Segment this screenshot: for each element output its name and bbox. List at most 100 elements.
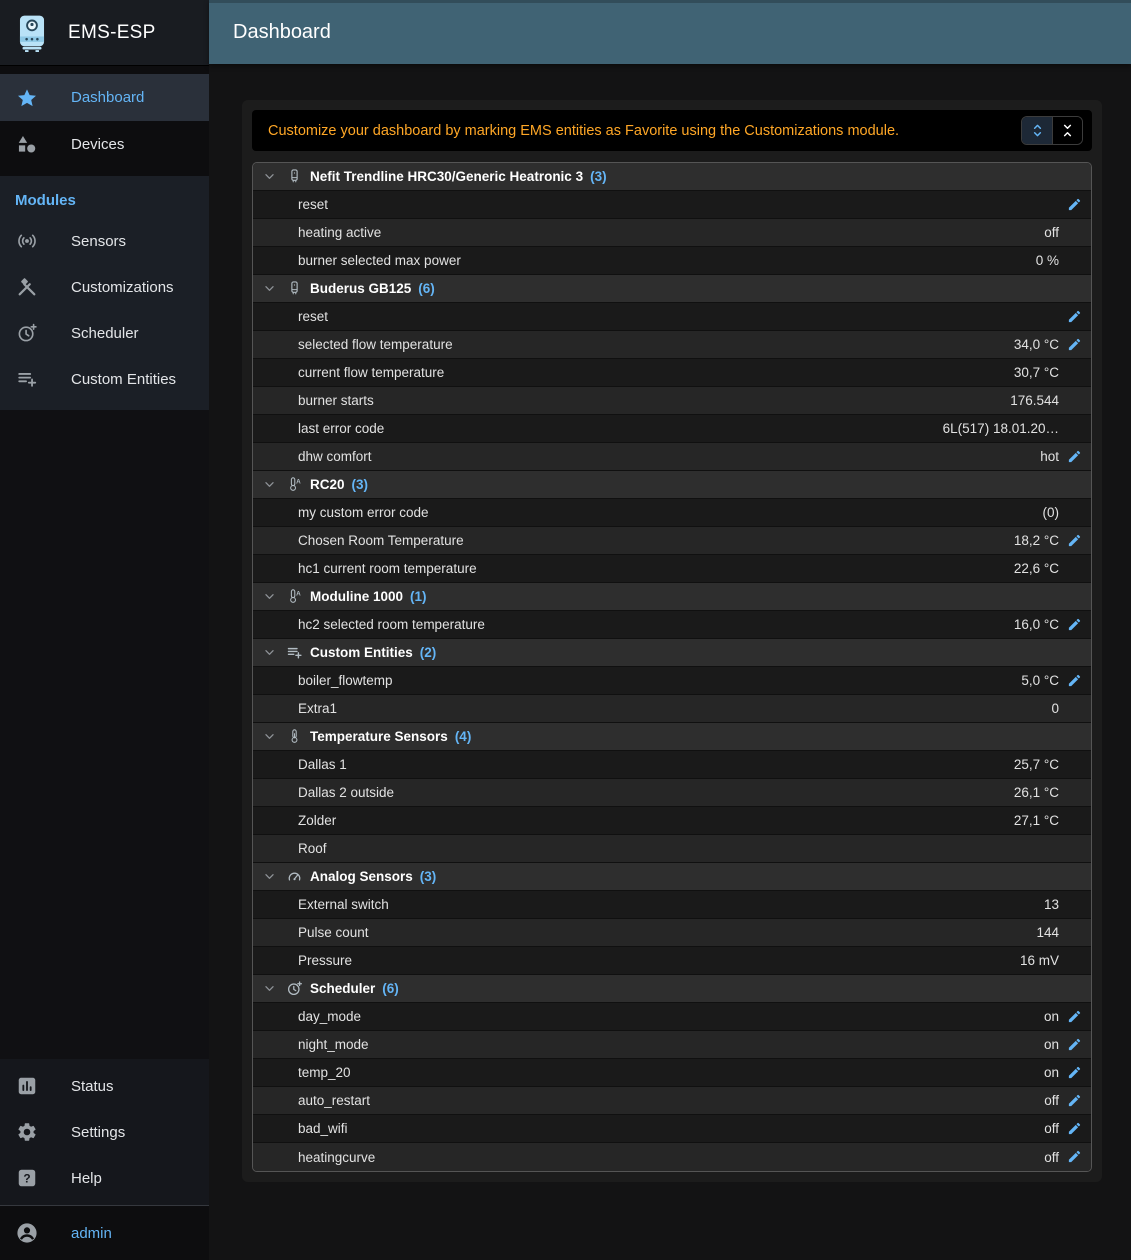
entity-row-selected-flow-temperature[interactable]: selected flow temperature 34,0 °C xyxy=(253,331,1091,359)
group-header-rc20[interactable]: A RC20 (3) xyxy=(253,471,1091,499)
pencil-icon[interactable] xyxy=(1067,1093,1083,1109)
group-header-buderus-gb125[interactable]: Buderus GB125 (6) xyxy=(253,275,1091,303)
entity-row-reset[interactable]: reset xyxy=(253,303,1091,331)
entity-value: 27,1 °C xyxy=(1013,813,1059,828)
entity-row-night-mode[interactable]: night_mode on xyxy=(253,1031,1091,1059)
entity-row-pressure: Pressure 16 mV xyxy=(253,947,1091,975)
expand-collapse-toggle-group xyxy=(1021,116,1083,145)
pencil-icon xyxy=(1068,310,1081,322)
entity-row-reset[interactable]: reset xyxy=(253,191,1091,219)
entity-value: 0 xyxy=(1051,701,1059,716)
collapse-all-button[interactable] xyxy=(1052,117,1082,144)
pencil-icon[interactable] xyxy=(1067,617,1083,633)
pencil-icon[interactable] xyxy=(1067,1149,1083,1165)
pencil-icon[interactable] xyxy=(1067,197,1083,213)
entity-name: heatingcurve xyxy=(298,1149,376,1165)
group-header-moduline-1000[interactable]: A Moduline 1000 (1) xyxy=(253,583,1091,611)
sidebar-item-status[interactable]: Status xyxy=(0,1063,209,1109)
entity-value: 34,0 °C xyxy=(1013,337,1059,352)
sidebar-item-label: Sensors xyxy=(71,232,127,250)
boiler-icon xyxy=(290,281,298,295)
expand-all-button[interactable] xyxy=(1022,117,1052,144)
tools-icon xyxy=(18,278,36,296)
sidebar-item-custom-entities[interactable]: Custom Entities xyxy=(0,356,209,402)
boiler-icon xyxy=(285,168,303,186)
entity-name: Extra1 xyxy=(298,701,338,716)
gear-icon xyxy=(18,1123,36,1141)
entity-name: Pressure xyxy=(298,953,353,968)
banner-message: Customize your dashboard by marking EMS … xyxy=(268,122,900,139)
entity-row-auto-restart[interactable]: auto_restart off xyxy=(253,1087,1091,1115)
pencil-icon[interactable] xyxy=(1067,449,1083,465)
sidebar-item-sensors[interactable]: Sensors xyxy=(0,218,209,264)
entity-row-bad-wifi[interactable]: bad_wifi off xyxy=(253,1115,1091,1143)
entity-row-heatingcurve[interactable]: heatingcurve off xyxy=(253,1143,1091,1171)
sidebar-item-help[interactable]: ? Help xyxy=(0,1155,209,1201)
sidebar-item-scheduler[interactable]: Scheduler xyxy=(0,310,209,356)
bottom-nav: Status Settings? Help xyxy=(0,1059,209,1205)
entity-row-boiler-flowtemp[interactable]: boiler_flowtemp 5,0 °C xyxy=(253,667,1091,695)
sidebar-item-customizations[interactable]: Customizations xyxy=(0,264,209,310)
entity-row-temp-20[interactable]: temp_20 on xyxy=(253,1059,1091,1087)
entity-value: 5,0 °C xyxy=(1021,673,1059,688)
entity-row-extra1: Extra1 0 xyxy=(253,695,1091,723)
sidebar-item-label: Devices xyxy=(71,136,125,153)
entity-value: off xyxy=(1044,1149,1059,1165)
edit-slot xyxy=(1059,1149,1091,1165)
pencil-icon[interactable] xyxy=(1067,1009,1083,1025)
pencil-icon[interactable] xyxy=(1067,673,1083,689)
pencil-icon xyxy=(1068,1038,1081,1050)
chevron-down-icon xyxy=(264,286,274,291)
chevron-down-icon xyxy=(260,980,278,998)
pencil-icon[interactable] xyxy=(1067,1121,1083,1137)
entity-row-dhw-comfort[interactable]: dhw comfort hot xyxy=(253,443,1091,471)
star-icon xyxy=(18,88,36,106)
group-header-analog-sensors[interactable]: Analog Sensors (3) xyxy=(253,863,1091,891)
group-header-temperature-sensors[interactable]: Temperature Sensors (4) xyxy=(253,723,1091,751)
sidebar-item-devices[interactable]: Devices xyxy=(0,121,209,168)
entity-value: hot xyxy=(1040,449,1059,464)
entity-row-heating-active: heating active off xyxy=(253,219,1091,247)
entity-row-burner-starts: burner starts 176.544 xyxy=(253,387,1091,415)
pencil-icon[interactable] xyxy=(1067,1065,1083,1081)
group-header-custom-entities[interactable]: Custom Entities (2) xyxy=(253,639,1091,667)
sidebar-item-settings[interactable]: Settings xyxy=(0,1109,209,1155)
edit-slot xyxy=(1059,1121,1091,1137)
entity-value: 16 mV xyxy=(1019,953,1059,968)
sidebar-item-label: Scheduler xyxy=(71,324,139,342)
pencil-icon[interactable] xyxy=(1067,1037,1083,1053)
pencil-icon[interactable] xyxy=(1067,337,1083,353)
entity-name: Roof xyxy=(298,841,327,856)
group-header-nefit-trendline-hrc30-generic-heatronic-3[interactable]: Nefit Trendline HRC30/Generic Heatronic … xyxy=(253,163,1091,191)
entity-name: Dallas 1 xyxy=(298,757,347,772)
chevron-down-icon xyxy=(264,986,274,991)
help-icon: ? xyxy=(15,1166,39,1190)
sidebar-item-label: Customizations xyxy=(71,278,174,296)
group-header-scheduler[interactable]: Scheduler (6) xyxy=(253,975,1091,1003)
group-count: (6) xyxy=(418,281,435,296)
entity-row-hc2-selected-room-temperature[interactable]: hc2 selected room temperature 16,0 °C xyxy=(253,611,1091,639)
edit-slot xyxy=(1059,1065,1091,1081)
entity-name: Pulse count xyxy=(298,925,369,940)
clock-plus-icon xyxy=(15,321,39,345)
entity-row-chosen-room-temperature[interactable]: Chosen Room Temperature 18,2 °C xyxy=(253,527,1091,555)
help-icon: ? xyxy=(18,1169,36,1187)
clock-plus-icon xyxy=(18,323,37,342)
entity-value: 0 % xyxy=(1035,253,1059,268)
sidebar-item-dashboard[interactable]: Dashboard xyxy=(0,74,209,121)
group-name: Temperature Sensors xyxy=(310,729,448,744)
group-name: RC20 xyxy=(310,477,345,492)
entity-name: heating active xyxy=(298,225,382,240)
playlist-add-icon xyxy=(15,367,39,391)
pencil-icon[interactable] xyxy=(1067,533,1083,549)
boiler-icon xyxy=(290,169,298,183)
edit-slot xyxy=(1059,1009,1091,1025)
entity-row-hc1-current-room-temperature: hc1 current room temperature 22,6 °C xyxy=(253,555,1091,583)
entity-row-day-mode[interactable]: day_mode on xyxy=(253,1003,1091,1031)
chevron-down-icon xyxy=(260,476,278,494)
entity-name: Zolder xyxy=(298,813,337,828)
group-name: Buderus GB125 xyxy=(310,281,412,296)
entity-row-burner-selected-max-power: burner selected max power 0 % xyxy=(253,247,1091,275)
pencil-icon[interactable] xyxy=(1067,309,1083,325)
sidebar-item-admin[interactable]: admin xyxy=(0,1206,209,1260)
